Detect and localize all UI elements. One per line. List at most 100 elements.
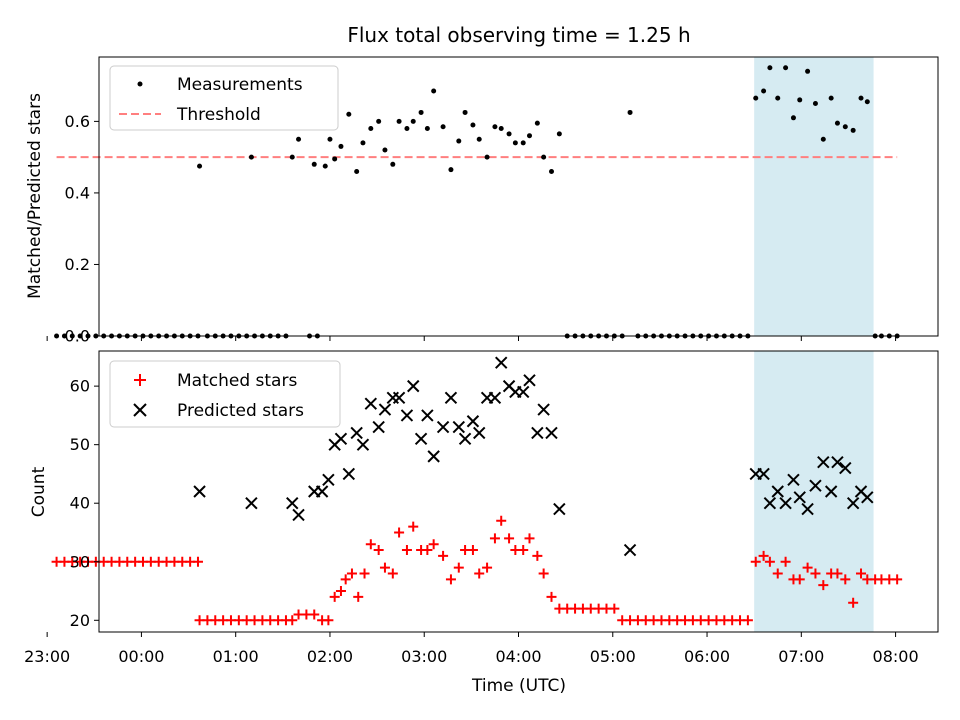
predicted-star-point <box>817 456 830 469</box>
matched-star-point <box>504 533 515 544</box>
measurement-point <box>396 118 402 124</box>
measurement-point <box>404 126 410 132</box>
predicted-star-point <box>356 438 370 451</box>
top-legend-box <box>109 65 339 131</box>
matched-star-point <box>438 550 449 561</box>
measurement-point <box>289 154 295 160</box>
matched-star-point <box>422 545 433 556</box>
measurement-point <box>368 126 374 132</box>
measurement-point <box>812 101 818 106</box>
predicted-star-point <box>286 497 299 510</box>
measurement-point <box>418 109 424 115</box>
matched-star-point <box>532 550 543 561</box>
matched-star-point <box>353 591 364 602</box>
measurement-point <box>77 333 83 339</box>
predicted-star-point <box>809 479 822 492</box>
measurement-point <box>805 68 811 74</box>
bottom-x-ticks: 23:00 00:00 01:00 02:00 03:00 04:00 05:00 06:00… <box>24 632 919 666</box>
measurement-point <box>440 124 446 130</box>
measurement-point <box>484 154 490 160</box>
matched-star-point <box>772 568 783 579</box>
measurement-point <box>767 65 773 71</box>
predicted-star-point <box>466 415 480 428</box>
matched-star-point <box>394 527 405 538</box>
measurement-point <box>498 126 504 132</box>
measurement-point <box>753 95 759 101</box>
measurement-point <box>338 143 344 149</box>
measurement-point <box>797 97 803 103</box>
measurement-point <box>834 120 840 126</box>
matched-star-point <box>192 556 203 567</box>
predicted-star-point <box>444 391 458 405</box>
measurement-point <box>850 127 856 133</box>
matched-star-point <box>794 574 805 585</box>
matched-star-point <box>856 568 867 579</box>
x-tick-label: 03:00 <box>401 647 447 666</box>
bottom-data-points <box>51 356 903 626</box>
measurement-point <box>858 95 864 101</box>
matched-star-point <box>802 562 813 573</box>
bottom-y-ticks: 20 30 40 50 60 <box>70 377 99 630</box>
predicted-star-point <box>801 502 814 516</box>
matched-star-point <box>489 533 500 544</box>
predicted-star-point <box>372 420 385 434</box>
measurement-point <box>332 156 338 162</box>
matched-star-point <box>387 568 398 579</box>
predicted-star-point <box>545 426 558 440</box>
predicted-star-point <box>763 497 777 510</box>
x-tick-label: 23:00 <box>24 647 70 666</box>
legend-measurements-marker <box>137 81 143 87</box>
x-tick-label: 06:00 <box>684 647 730 666</box>
predicted-star-point <box>427 450 440 463</box>
matched-star-point <box>764 556 775 567</box>
measurement-point <box>820 136 826 142</box>
top-y-ticks: 0.0 0.2 0.4 0.6 <box>65 112 99 346</box>
measurement-point <box>248 154 254 160</box>
matched-star-point <box>445 574 456 585</box>
top-highlight-span <box>754 57 874 336</box>
top-y-axis-label: Matched/Predicted stars <box>25 93 45 299</box>
predicted-star-point <box>771 485 784 498</box>
measurement-point <box>327 136 333 142</box>
measurement-point <box>382 147 388 153</box>
predicted-star-point <box>831 456 844 469</box>
measurement-point <box>864 99 870 105</box>
predicted-star-point <box>523 374 536 387</box>
predicted-star-point <box>787 473 800 486</box>
x-tick-label: 01:00 <box>213 647 259 666</box>
x-tick-label: 05:00 <box>590 647 636 666</box>
matched-star-point <box>818 580 829 591</box>
x-tick-label: 02:00 <box>307 647 353 666</box>
matched-star-point <box>428 539 439 550</box>
matched-star-point <box>832 568 843 579</box>
bottom-legend: Matched stars Predicted stars <box>109 360 341 428</box>
measurement-point <box>311 161 317 167</box>
measurement-point <box>842 124 848 130</box>
predicted-star-point <box>452 420 466 434</box>
bottom-highlight-span <box>754 351 874 632</box>
predicted-star-point <box>315 485 329 498</box>
measurement-point <box>526 133 532 139</box>
predicted-star-point <box>392 391 406 405</box>
matched-star-point <box>346 568 357 579</box>
legend-predicted-label: Predicted stars <box>177 401 304 421</box>
bottom-y-tick-label: 50 <box>70 435 90 454</box>
matched-star-point <box>482 562 493 573</box>
top-axes-frame <box>98 56 939 337</box>
measurement-point <box>376 118 382 124</box>
predicted-star-point <box>531 426 544 440</box>
measurement-point <box>761 88 767 94</box>
top-legend: Measurements Threshold <box>109 65 339 131</box>
matched-star-point <box>840 574 851 585</box>
matched-star-point <box>848 597 859 608</box>
chart-title: Flux total observing time = 1.25 h <box>347 23 690 47</box>
legend-threshold-label: Threshold <box>176 105 261 125</box>
measurement-point <box>520 140 526 146</box>
bottom-y-tick-label: 30 <box>70 552 90 571</box>
predicted-star-point <box>193 485 206 498</box>
measurement-point <box>790 115 796 121</box>
predicted-star-point <box>473 426 486 440</box>
top-y-tick-label: 0.6 <box>65 112 90 131</box>
predicted-star-point <box>386 391 400 405</box>
measurement-point <box>512 140 518 146</box>
